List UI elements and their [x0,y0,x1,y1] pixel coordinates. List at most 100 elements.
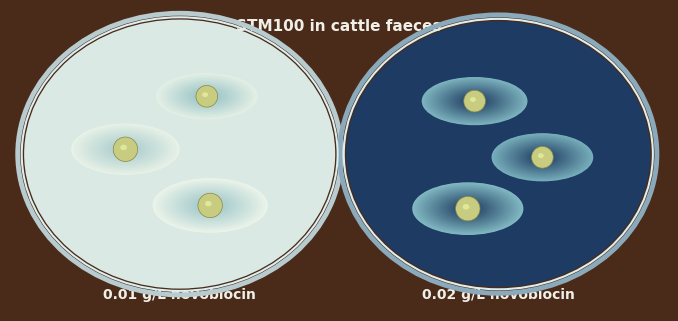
Ellipse shape [407,74,589,234]
Ellipse shape [429,190,506,227]
Text: 0.01 g/L novobiocin: 0.01 g/L novobiocin [103,288,256,302]
Ellipse shape [82,129,169,170]
Ellipse shape [177,190,243,221]
Ellipse shape [444,87,505,115]
Ellipse shape [172,187,248,223]
Ellipse shape [469,99,480,103]
Ellipse shape [422,187,513,230]
Ellipse shape [405,73,591,235]
Ellipse shape [178,83,235,109]
Ellipse shape [536,154,549,160]
Ellipse shape [448,89,501,113]
Ellipse shape [433,82,516,120]
Ellipse shape [75,64,285,245]
Ellipse shape [420,86,576,222]
Ellipse shape [161,75,252,117]
Ellipse shape [371,43,626,265]
Ellipse shape [431,191,504,226]
Ellipse shape [485,143,511,165]
Ellipse shape [65,55,294,253]
Ellipse shape [492,133,593,181]
Ellipse shape [159,136,201,172]
Ellipse shape [423,187,513,230]
Ellipse shape [205,203,216,208]
Ellipse shape [423,77,526,125]
Ellipse shape [94,134,157,164]
Ellipse shape [157,74,256,119]
Ellipse shape [438,195,498,223]
Ellipse shape [205,203,215,208]
Ellipse shape [73,125,178,174]
Ellipse shape [149,127,210,181]
Ellipse shape [425,78,524,124]
Ellipse shape [198,193,222,218]
Ellipse shape [45,38,314,270]
Ellipse shape [418,185,518,232]
Ellipse shape [178,190,243,221]
Ellipse shape [346,21,650,287]
Ellipse shape [466,126,530,182]
Ellipse shape [193,90,221,103]
Ellipse shape [102,138,149,160]
Ellipse shape [188,88,225,105]
Ellipse shape [433,82,517,120]
Ellipse shape [161,138,199,170]
Ellipse shape [452,91,498,112]
Ellipse shape [445,198,490,219]
Ellipse shape [160,75,254,117]
Ellipse shape [81,128,170,170]
Ellipse shape [67,57,292,251]
Ellipse shape [443,106,553,202]
Ellipse shape [447,89,502,114]
Ellipse shape [41,35,318,273]
Ellipse shape [460,121,536,187]
Ellipse shape [460,205,475,212]
Ellipse shape [180,191,240,220]
Ellipse shape [474,133,523,175]
Ellipse shape [512,143,573,172]
Ellipse shape [464,207,471,210]
Text: STM100 in cattle faeces: STM100 in cattle faeces [236,19,442,34]
Ellipse shape [165,141,195,167]
Ellipse shape [449,111,548,197]
Ellipse shape [461,95,488,107]
Ellipse shape [102,87,257,221]
Ellipse shape [367,39,630,269]
Ellipse shape [532,152,553,162]
Ellipse shape [380,51,616,257]
Ellipse shape [91,133,160,166]
Ellipse shape [187,88,226,105]
Ellipse shape [141,121,218,187]
Ellipse shape [457,204,479,214]
Ellipse shape [174,82,239,111]
Ellipse shape [75,125,176,173]
Ellipse shape [184,86,229,107]
Ellipse shape [392,61,605,247]
Ellipse shape [173,81,240,112]
Ellipse shape [197,199,223,212]
Ellipse shape [508,141,576,173]
Ellipse shape [81,68,279,240]
Ellipse shape [191,196,230,215]
Ellipse shape [456,92,494,110]
Ellipse shape [115,144,136,154]
Ellipse shape [154,179,266,232]
Ellipse shape [514,144,571,171]
Ellipse shape [100,85,259,223]
Ellipse shape [151,129,209,179]
Ellipse shape [424,188,511,229]
Ellipse shape [454,91,496,111]
Ellipse shape [176,189,245,222]
Ellipse shape [88,75,271,233]
Ellipse shape [356,30,641,279]
Ellipse shape [388,58,609,250]
Ellipse shape [170,186,251,225]
Ellipse shape [518,146,567,169]
Ellipse shape [98,84,261,224]
Ellipse shape [445,88,504,115]
Ellipse shape [36,30,323,278]
Ellipse shape [441,86,508,117]
Ellipse shape [384,55,612,254]
Ellipse shape [102,138,148,160]
Ellipse shape [510,142,575,173]
